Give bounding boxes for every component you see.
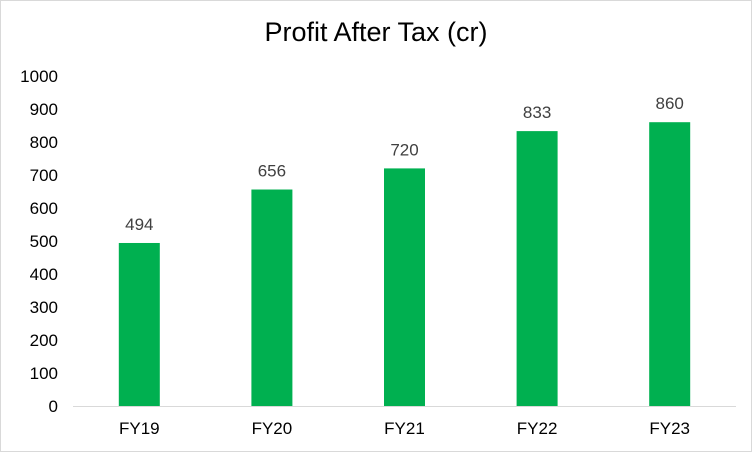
y-tick-label: 0 — [49, 397, 58, 416]
bar-fy19 — [118, 242, 160, 406]
data-label-fy23: 860 — [656, 94, 684, 113]
y-tick-label: 600 — [30, 199, 58, 218]
bar-fy21 — [384, 168, 425, 406]
y-tick-label: 100 — [30, 364, 58, 383]
bars — [118, 122, 691, 407]
data-labels: 494 656 720 833 860 — [125, 94, 684, 234]
bar-fy22 — [516, 131, 558, 407]
data-label-fy22: 833 — [523, 103, 551, 122]
bar-fy20 — [251, 189, 293, 406]
y-tick-label: 300 — [30, 298, 58, 317]
chart-title: Profit After Tax (cr) — [264, 17, 488, 47]
category-label-fy20: FY20 — [252, 419, 293, 438]
data-label-fy21: 720 — [390, 140, 418, 159]
y-tick-label: 500 — [30, 232, 58, 251]
category-label-fy19: FY19 — [119, 419, 160, 438]
y-tick-label: 700 — [30, 166, 58, 185]
y-tick-label: 800 — [30, 133, 58, 152]
y-tick-label: 400 — [30, 265, 58, 284]
y-axis-tick-labels: 0 100 200 300 400 500 600 700 800 900 1000 — [20, 67, 58, 416]
category-label-fy23: FY23 — [649, 419, 690, 438]
data-label-fy20: 656 — [258, 162, 286, 181]
bar-fy23 — [649, 122, 691, 406]
data-label-fy19: 494 — [125, 215, 153, 234]
y-tick-label: 900 — [30, 100, 58, 119]
x-axis-category-labels: FY19 FY20 FY21 FY22 FY23 — [119, 419, 690, 438]
category-label-fy21: FY21 — [384, 419, 425, 438]
category-label-fy22: FY22 — [517, 419, 558, 438]
y-tick-label: 1000 — [20, 67, 58, 86]
y-tick-label: 200 — [30, 331, 58, 350]
